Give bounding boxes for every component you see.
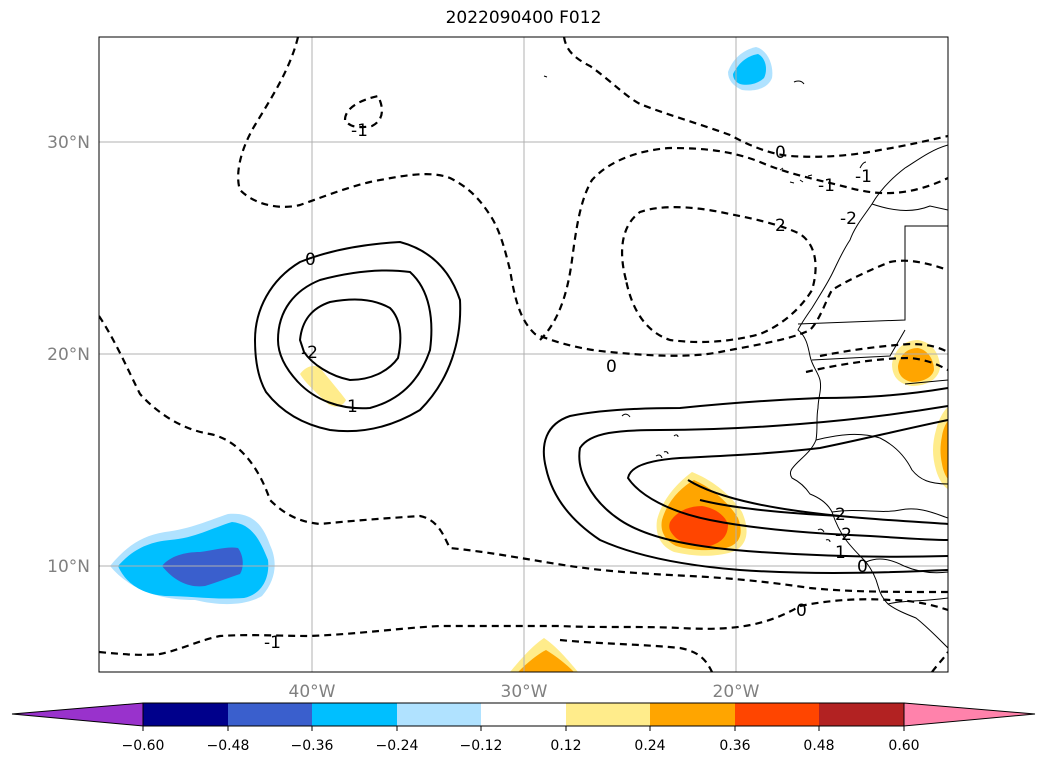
contour-southeast-corner <box>931 651 948 672</box>
colorbar-segment <box>481 703 566 726</box>
colorbar-tick-label: −0.24 <box>376 738 419 754</box>
colorbar-segment <box>397 703 481 726</box>
contour-minus1-dashed-africa <box>805 356 948 374</box>
colorbar-tick-label: 0.12 <box>550 738 581 754</box>
map-frame <box>98 36 949 673</box>
contour-label: -1 <box>351 121 368 141</box>
madeira <box>793 80 805 85</box>
border-guinea <box>831 508 948 519</box>
contour-minus2-dashed <box>620 206 817 344</box>
colorbar-tick-label: 0.36 <box>719 738 750 754</box>
colorbar-tick-label: −0.48 <box>207 738 250 754</box>
contour-label: 1 <box>347 397 358 417</box>
graticule <box>99 37 948 672</box>
bissagos-islands <box>817 528 831 543</box>
contour-zero-dashed-africa <box>819 342 948 358</box>
colorbar-segment <box>312 703 397 726</box>
contour-label: 0 <box>775 143 786 163</box>
colorbar-tick-label: 0.60 <box>888 738 919 754</box>
contour-plus1-cyclone <box>276 269 433 410</box>
contour-zero-dashed-south2 <box>99 598 948 656</box>
colorbar-segment <box>143 703 228 726</box>
contour-plus2-wave <box>626 419 948 541</box>
colorbar-extend-high <box>903 702 1036 727</box>
negative-anomaly-strong <box>162 547 243 587</box>
contour-minus1-small <box>343 94 384 129</box>
contour-zero-solid-cyclone <box>253 240 462 433</box>
contour-minus1-dashed <box>539 146 948 341</box>
coastlines <box>543 75 948 649</box>
border-morocco <box>871 203 948 211</box>
lat-tick-label: 30°N <box>47 133 90 153</box>
contour-minus1-dashed-south <box>559 638 713 672</box>
contour-label: -2 <box>301 343 318 363</box>
contour-label: 1 <box>835 543 846 563</box>
contour-label: 0 <box>857 557 868 577</box>
colorbar-segment <box>566 703 650 726</box>
colorbar-tick-label: 0.24 <box>634 738 665 754</box>
colorbar: −0.60 −0.48 −0.36 −0.24 −0.12 0.12 0.24 … <box>11 702 1036 754</box>
contour-label: 0 <box>796 601 807 621</box>
contour-plus1-wave <box>578 405 948 558</box>
colorbar-tick-label: −0.12 <box>460 738 503 754</box>
positive-anomaly-strong <box>669 506 728 547</box>
colorbar-frame <box>142 702 905 727</box>
positive-contours <box>253 240 948 574</box>
colorbar-segment <box>228 703 312 726</box>
contour-label: 2 <box>835 505 846 525</box>
colorbar-segment <box>819 703 904 726</box>
contour-label: -2 <box>835 525 852 545</box>
shaded-anomalies <box>110 47 948 672</box>
colorbar-tick-label: 0.48 <box>803 738 834 754</box>
contour-zero-dashed-north <box>562 37 948 158</box>
positive-anomaly-edge <box>940 420 948 480</box>
contour-label: -2 <box>840 209 857 229</box>
positive-anomaly-south <box>518 650 574 672</box>
colorbar-ticks <box>142 726 905 731</box>
positive-anomaly-east <box>898 348 934 382</box>
border-mauritania <box>811 329 906 361</box>
contour-label: -1 <box>818 176 835 196</box>
border-west-sahara <box>797 225 948 325</box>
contour-label: 0 <box>305 250 316 270</box>
colorbar-extend-low <box>11 702 144 727</box>
contour-zero-solid-wave <box>542 387 948 574</box>
map-title: 2022090400 F012 <box>445 8 602 28</box>
canary-islands <box>779 161 867 184</box>
axis-labels: 30°N 20°N 10°N 40°W 30°W 20°W <box>47 133 760 702</box>
lon-tick-label: 30°W <box>501 682 548 702</box>
contour-labels: -1 0 -2 1 0 0 -1 2 -2 -1 2 -2 1 0 0 -1 <box>264 121 872 653</box>
contour-plus2-cyclone <box>298 298 402 382</box>
azores <box>543 75 548 78</box>
negative-anomaly-north <box>733 54 766 85</box>
contour-label: 2 <box>775 216 786 236</box>
contour-zero-dashed-south <box>99 315 948 594</box>
border-sierra-leone <box>865 558 948 574</box>
colorbar-tick-label: −0.60 <box>122 738 165 754</box>
contour-label: -1 <box>264 633 281 653</box>
border-senegal <box>815 433 948 485</box>
lat-tick-label: 10°N <box>47 557 90 577</box>
contour-label: 0 <box>606 357 617 377</box>
lon-tick-label: 20°W <box>713 682 760 702</box>
colorbar-segment <box>735 703 819 726</box>
cape-verde-islands <box>621 413 679 459</box>
contour-inner-wave2 <box>699 499 841 517</box>
negative-contours <box>99 37 948 672</box>
africa-coastline <box>789 144 948 649</box>
contour-label: -1 <box>855 167 872 187</box>
lat-tick-label: 20°N <box>47 345 90 365</box>
colorbar-tick-label: −0.36 <box>291 738 334 754</box>
lon-tick-label: 40°W <box>289 682 336 702</box>
border-mali <box>904 379 948 385</box>
colorbar-segment <box>650 703 735 726</box>
